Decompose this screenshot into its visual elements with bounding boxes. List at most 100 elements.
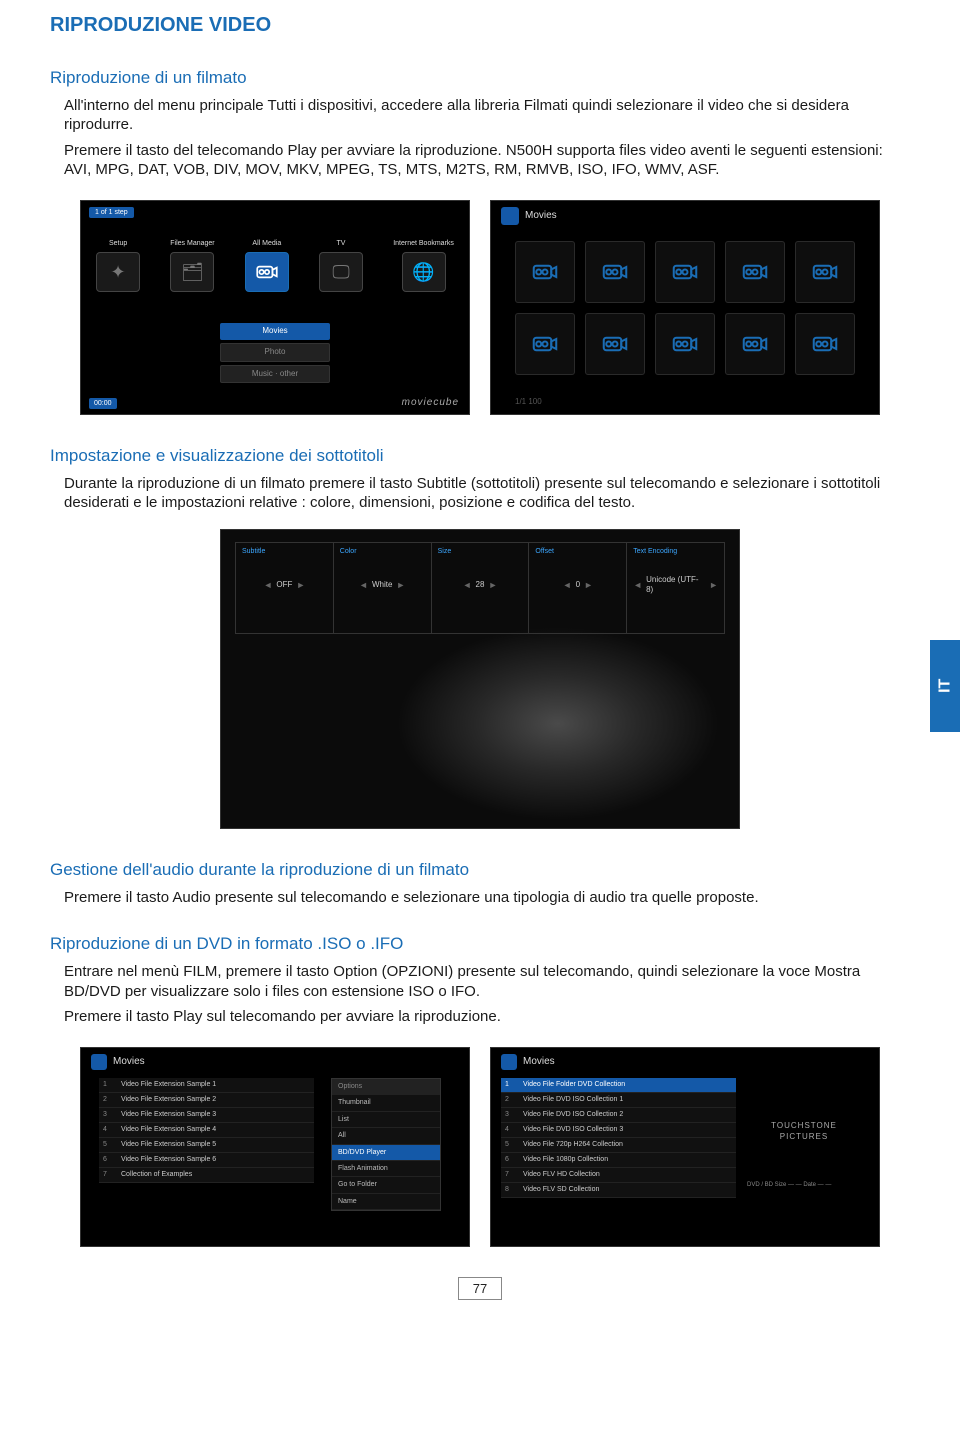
- thumbs-header: Movies: [501, 207, 557, 225]
- submenu-photo[interactable]: Photo: [220, 343, 330, 362]
- movie-thumb[interactable]: [795, 241, 855, 303]
- subtitle-option-cell[interactable]: Offset◄0►: [529, 543, 627, 633]
- arrow-left-icon[interactable]: ◄: [359, 579, 368, 591]
- page-number-wrap: 77: [50, 1277, 910, 1301]
- list-item[interactable]: 3Video File DVD ISO Collection 2: [501, 1108, 736, 1123]
- options-menu-item[interactable]: Go to Folder: [332, 1177, 440, 1193]
- option-value: Unicode (UTF-8): [646, 575, 705, 597]
- chip-step: 1 of 1 step: [89, 207, 134, 218]
- option-value: 28: [476, 580, 485, 591]
- camera-icon: [91, 1054, 107, 1070]
- menu-item-label: Files Manager: [170, 239, 214, 248]
- movie-thumb[interactable]: [655, 313, 715, 375]
- menu-item-label: Setup: [109, 239, 127, 248]
- mainmenu-sub-buttons: Movies Photo Music · other: [220, 323, 330, 386]
- option-value: OFF: [276, 580, 292, 591]
- subtitle-option-cell[interactable]: Subtitle◄OFF►: [236, 543, 334, 633]
- list-item[interactable]: 7Collection of Examples: [99, 1168, 314, 1183]
- list-item[interactable]: 1Video File Extension Sample 1: [99, 1078, 314, 1093]
- list-item[interactable]: 6Video File Extension Sample 6: [99, 1153, 314, 1168]
- movie-thumb[interactable]: [585, 241, 645, 303]
- arrow-right-icon[interactable]: ►: [488, 579, 497, 591]
- menu-item-label: TV: [337, 239, 346, 248]
- camera-icon: [245, 252, 289, 292]
- arrow-right-icon[interactable]: ►: [584, 579, 593, 591]
- option-value: 0: [576, 580, 580, 591]
- list-item[interactable]: 8Video FLV SD Collection: [501, 1183, 736, 1198]
- movie-thumb[interactable]: [585, 313, 645, 375]
- screenshot-movies-list-bddvd: Movies 1Video File Folder DVD Collection…: [490, 1047, 880, 1247]
- options-menu-item[interactable]: Flash Animation: [332, 1161, 440, 1177]
- arrow-right-icon[interactable]: ►: [709, 579, 718, 591]
- heading-audio: Gestione dell'audio durante la riproduzi…: [50, 859, 910, 882]
- screenshot-movies-thumbs: Movies 1/1 100: [490, 200, 880, 415]
- body-text: Entrare nel menù FILM, premere il tasto …: [50, 962, 910, 1001]
- subtitle-option-cell[interactable]: Size◄28►: [432, 543, 530, 633]
- options-menu-item[interactable]: List: [332, 1112, 440, 1128]
- list-item[interactable]: 7Video FLV HD Collection: [501, 1168, 736, 1183]
- options-menu-header: Options: [332, 1079, 440, 1095]
- options-menu-item[interactable]: BD/DVD Player: [332, 1145, 440, 1161]
- screenshot-row-1: 1 of 1 step Setup ✦ Files Manager 🗂 All …: [50, 200, 910, 415]
- subtitle-option-cell[interactable]: Text Encoding ◄ Unicode (UTF-8) ►: [627, 543, 724, 633]
- list-title: Movies: [523, 1055, 555, 1069]
- screenshot-row-2: Subtitle◄OFF►Color◄White►Size◄28►Offset◄…: [50, 529, 910, 829]
- movie-thumb[interactable]: [515, 241, 575, 303]
- menu-item-label: All Media: [252, 239, 281, 248]
- list-item[interactable]: 3Video File Extension Sample 3: [99, 1108, 314, 1123]
- menu-item-all-media[interactable]: All Media: [245, 239, 289, 292]
- movie-thumb[interactable]: [655, 241, 715, 303]
- list-item[interactable]: 4Video File Extension Sample 4: [99, 1123, 314, 1138]
- option-label: Text Encoding: [633, 547, 718, 556]
- body-text: Premere il tasto Play sul telecomando pe…: [50, 1007, 910, 1027]
- list-item[interactable]: 6Video File 1080p Collection: [501, 1153, 736, 1168]
- submenu-music[interactable]: Music · other: [220, 365, 330, 384]
- menu-item-tv[interactable]: TV 🖵: [319, 239, 363, 292]
- list-item[interactable]: 1Video File Folder DVD Collection: [501, 1078, 736, 1093]
- movie-thumb[interactable]: [515, 313, 575, 375]
- globe-icon: 🌐: [402, 252, 446, 292]
- heading-riproduzione-filmato: Riproduzione di un filmato: [50, 67, 910, 90]
- option-label: Color: [340, 547, 425, 556]
- movie-thumb[interactable]: [725, 241, 785, 303]
- list-item[interactable]: 2Video File DVD ISO Collection 1: [501, 1093, 736, 1108]
- list-item[interactable]: 2Video File Extension Sample 2: [99, 1093, 314, 1108]
- options-menu-item[interactable]: All: [332, 1128, 440, 1144]
- arrow-left-icon[interactable]: ◄: [563, 579, 572, 591]
- arrow-left-icon[interactable]: ◄: [463, 579, 472, 591]
- movie-thumb[interactable]: [795, 313, 855, 375]
- options-menu-item[interactable]: Name: [332, 1194, 440, 1210]
- body-text: All'interno del menu principale Tutti i …: [50, 96, 910, 135]
- menu-item-files[interactable]: Files Manager 🗂: [170, 239, 214, 292]
- submenu-movies[interactable]: Movies: [220, 323, 330, 340]
- list-item[interactable]: 5Video File 720p H264 Collection: [501, 1138, 736, 1153]
- thumbs-grid: [515, 241, 855, 375]
- menu-item-setup[interactable]: Setup ✦: [96, 239, 140, 292]
- screenshot-main-menu: 1 of 1 step Setup ✦ Files Manager 🗂 All …: [80, 200, 470, 415]
- tv-icon: 🖵: [319, 252, 363, 292]
- list-item[interactable]: 4Video File DVD ISO Collection 3: [501, 1123, 736, 1138]
- mainmenu-icon-row: Setup ✦ Files Manager 🗂 All Media TV 🖵 I…: [81, 239, 469, 292]
- camera-icon: [501, 1054, 517, 1070]
- gear-icon: ✦: [96, 252, 140, 292]
- subtitle-panel: Subtitle◄OFF►Color◄White►Size◄28►Offset◄…: [235, 542, 725, 634]
- heading-dvd-iso: Riproduzione di un DVD in formato .ISO o…: [50, 933, 910, 956]
- subtitle-option-cell[interactable]: Color ◄ White ►: [334, 543, 432, 633]
- list-item[interactable]: 5Video File Extension Sample 5: [99, 1138, 314, 1153]
- menu-item-bookmarks[interactable]: Internet Bookmarks 🌐: [393, 239, 454, 292]
- body-text: Durante la riproduzione di un filmato pr…: [50, 474, 910, 513]
- options-menu-item[interactable]: Thumbnail: [332, 1095, 440, 1111]
- option-value: White: [372, 580, 392, 591]
- arrow-right-icon[interactable]: ►: [296, 579, 305, 591]
- heading-sottotitoli: Impostazione e visualizzazione dei sotto…: [50, 445, 910, 468]
- options-menu: OptionsThumbnailListAllBD/DVD PlayerFlas…: [331, 1078, 441, 1212]
- arrow-left-icon[interactable]: ◄: [633, 579, 642, 591]
- arrow-right-icon[interactable]: ►: [396, 579, 405, 591]
- language-tab: IT: [930, 640, 960, 732]
- body-text: Premere il tasto Audio presente sul tele…: [50, 888, 910, 908]
- list-rows: 1Video File Extension Sample 12Video Fil…: [99, 1078, 314, 1183]
- page-title: RIPRODUZIONE VIDEO: [50, 12, 910, 39]
- screenshot-movies-list-options: Movies 1Video File Extension Sample 12Vi…: [80, 1047, 470, 1247]
- movie-thumb[interactable]: [725, 313, 785, 375]
- arrow-left-icon[interactable]: ◄: [263, 579, 272, 591]
